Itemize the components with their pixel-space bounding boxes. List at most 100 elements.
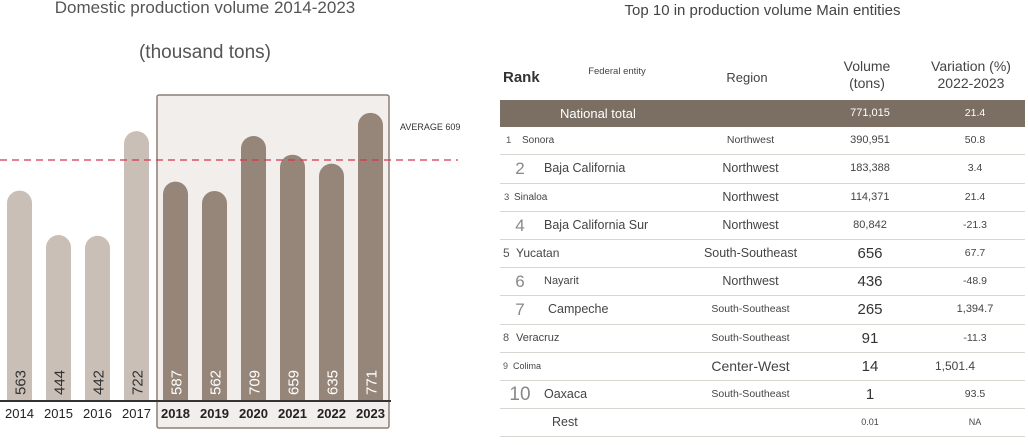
row-rank: 2 xyxy=(515,159,525,179)
row-region: Northwest xyxy=(722,189,779,204)
header-rank: Rank xyxy=(503,69,540,86)
header-region: Region xyxy=(726,70,768,85)
table-row-national-total: National total 771,015 21.4 xyxy=(500,100,1025,128)
x-tick-label: 2015 xyxy=(44,406,73,421)
row-entity: Sonora xyxy=(522,135,555,147)
row-rank: 1 xyxy=(506,135,512,147)
table-row: 5 Yucatan South-Southeast 656 67.7 xyxy=(500,240,1025,269)
bar-value-label: 771 xyxy=(364,370,381,395)
bar xyxy=(45,235,71,401)
bar xyxy=(280,154,305,401)
header-volume-line1: Volume xyxy=(843,58,891,74)
bar xyxy=(163,181,188,401)
x-tick-label: 2019 xyxy=(200,406,229,421)
row-rank: 7 xyxy=(515,300,525,320)
row-volume: 265 xyxy=(857,301,883,319)
row-entity: Nayarit xyxy=(544,275,579,288)
row-rank: 4 xyxy=(515,215,525,235)
bar-value-label: 562 xyxy=(208,370,225,395)
row-entity: Baja California xyxy=(544,161,626,176)
table-row-rest: Rest 0.01 NA xyxy=(500,409,1025,438)
bar xyxy=(124,131,149,401)
rest-variation: NA xyxy=(968,417,982,428)
row-variation: -48.9 xyxy=(963,275,987,288)
row-rank: 9 xyxy=(503,360,509,371)
x-tick-label: 2020 xyxy=(239,406,268,421)
row-variation: 21.4 xyxy=(964,190,986,203)
row-rank: 5 xyxy=(503,245,510,260)
table-title: Top 10 in production volume Main entitie… xyxy=(624,2,901,19)
table-body: National total 771,015 21.4 1 Sonora Nor… xyxy=(500,100,1025,438)
row-region: Northwest xyxy=(726,134,775,147)
row-variation: -11.3 xyxy=(963,331,987,344)
row-region: South-Southeast xyxy=(711,331,790,344)
bar xyxy=(202,190,227,401)
row-region: Center-West xyxy=(711,357,790,374)
row-variation: 50.8 xyxy=(964,134,986,147)
row-region: South-Southeast xyxy=(711,303,790,316)
row-entity: Oaxaca xyxy=(544,386,588,401)
rest-entity: Rest xyxy=(552,415,578,430)
row-volume: 114,371 xyxy=(850,190,890,203)
row-volume: 1 xyxy=(865,385,875,403)
header-variation-line2: 2022-2023 xyxy=(937,75,1005,91)
table-row: 4 Baja California Sur Northwest 80,842 -… xyxy=(500,212,1025,240)
row-entity: Baja California Sur xyxy=(544,217,649,232)
row-variation: 1,501.4 xyxy=(934,358,976,373)
bar xyxy=(7,190,32,401)
row-rank: 8 xyxy=(503,331,510,344)
total-entity: National total xyxy=(560,106,636,121)
row-rank: 3 xyxy=(504,191,510,203)
table-row: 2 Baja California Northwest 183,388 3.4 xyxy=(500,155,1025,184)
bar-chart: 563 2014 444 2015 442 2016 722 2017 587 2018 562 20… xyxy=(0,94,460,429)
table-row: 7 Campeche South-Southeast 265 1,394.7 xyxy=(500,296,1025,325)
bar xyxy=(319,163,344,401)
bar-value-label: 444 xyxy=(52,370,69,395)
x-tick-label: 2021 xyxy=(278,406,307,421)
table-row: 10 Oaxaca South-Southeast 1 93.5 xyxy=(500,381,1025,410)
header-variation-line1: Variation (%) xyxy=(931,58,1011,74)
rest-volume: 0.01 xyxy=(861,417,879,428)
row-volume: 183,388 xyxy=(850,162,890,175)
header-volume-line2: (tons) xyxy=(849,75,885,91)
x-tick-label: 2017 xyxy=(122,406,151,421)
table-row: 6 Nayarit Northwest 436 -48.9 xyxy=(500,268,1025,297)
row-variation: 93.5 xyxy=(964,387,986,400)
row-rank: 10 xyxy=(509,383,531,405)
x-tick-label: 2022 xyxy=(317,406,346,421)
chart-subtitle: (thousand tons) xyxy=(138,42,272,63)
row-region: Northwest xyxy=(722,217,779,232)
row-rank: 6 xyxy=(515,272,525,292)
row-volume: 656 xyxy=(857,244,883,262)
average-label: AVERAGE 609 xyxy=(400,122,460,132)
bar-value-label: 587 xyxy=(169,370,186,395)
bar-value-label: 563 xyxy=(13,370,30,395)
bar xyxy=(85,235,110,401)
row-variation: 1,394.7 xyxy=(956,303,994,316)
row-variation: 67.7 xyxy=(964,246,986,259)
x-tick-label: 2016 xyxy=(83,406,112,421)
row-volume: 390,951 xyxy=(850,134,890,147)
row-region: Northwest xyxy=(722,274,779,289)
total-volume: 771,015 xyxy=(850,107,890,119)
bar-value-label: 442 xyxy=(91,370,108,395)
row-volume: 436 xyxy=(857,273,883,291)
x-tick-label: 2014 xyxy=(5,406,34,421)
row-volume: 91 xyxy=(861,329,879,347)
bar-value-label: 659 xyxy=(286,370,303,395)
row-entity: Yucatan xyxy=(516,245,560,260)
table-row: 9 Colima Center-West 14 1,501.4 xyxy=(500,353,1025,381)
header-volume: Volume (tons) xyxy=(827,58,907,92)
row-entity: Campeche xyxy=(548,302,609,317)
total-variation: 21.4 xyxy=(964,107,986,119)
row-volume: 80,842 xyxy=(853,218,887,231)
table-row: 1 Sonora Northwest 390,951 50.8 xyxy=(500,127,1025,156)
table-row: 3 Sinaloa Northwest 114,371 21.4 xyxy=(500,184,1025,212)
row-region: Northwest xyxy=(722,161,779,176)
row-volume: 14 xyxy=(861,357,879,375)
header-variation: Variation (%) 2022-2023 xyxy=(915,58,1027,92)
highlight-box xyxy=(156,94,390,429)
row-variation: -21.3 xyxy=(963,218,987,231)
bar xyxy=(358,112,383,401)
bar xyxy=(241,136,266,402)
